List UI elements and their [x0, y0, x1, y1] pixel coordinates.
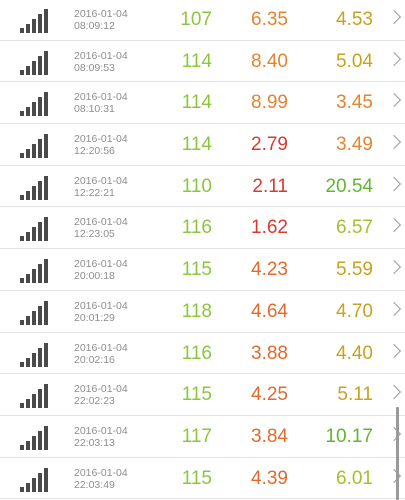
result-time: 08:09:12 [74, 20, 115, 32]
result-date: 2016-01-04 [74, 216, 128, 229]
result-row[interactable]: 2016-01-04 12:23:05 116 1.62 6.57 [0, 207, 405, 250]
signal-strength-icon [20, 50, 50, 75]
signal-strength-icon [20, 92, 50, 117]
download-value: 2.11 [252, 175, 288, 197]
ping-value: 110 [181, 175, 212, 197]
ping-value: 116 [181, 217, 212, 239]
result-row[interactable]: 2016-01-04 22:02:23 115 4.25 5.11 [0, 374, 405, 416]
ping-value: 114 [181, 92, 212, 114]
upload-value: 10.17 [325, 425, 373, 447]
chevron-right-icon[interactable] [386, 218, 402, 233]
upload-value: 6.01 [336, 467, 373, 489]
result-time: 08:10:31 [74, 103, 115, 116]
download-value: 2.79 [251, 134, 288, 156]
download-value: 4.64 [251, 300, 288, 322]
download-value: 4.39 [251, 467, 288, 489]
result-time: 22:03:49 [74, 478, 115, 491]
scrollbar[interactable] [396, 407, 399, 500]
result-time: 08:09:53 [74, 61, 115, 74]
result-row[interactable]: 2016-01-04 08:09:12 107 6.35 4.53 [0, 0, 405, 41]
signal-strength-icon [20, 467, 50, 492]
download-value: 6.35 [251, 9, 288, 30]
result-date: 2016-01-04 [74, 8, 128, 20]
result-date: 2016-01-04 [74, 174, 128, 187]
download-value: 8.99 [251, 92, 288, 114]
upload-value: 4.53 [336, 9, 373, 30]
chevron-right-icon[interactable] [386, 93, 402, 108]
result-row[interactable]: 2016-01-04 12:22:21 110 2.11 20.54 [0, 165, 405, 208]
ping-value: 115 [181, 467, 212, 489]
signal-strength-icon [20, 300, 50, 325]
upload-value: 4.70 [336, 300, 373, 322]
signal-strength-icon [20, 175, 50, 200]
ping-value: 115 [181, 384, 212, 406]
chevron-right-icon[interactable] [386, 301, 402, 316]
result-date: 2016-01-04 [74, 49, 128, 62]
chevron-right-icon[interactable] [386, 343, 402, 358]
signal-strength-icon [20, 259, 50, 284]
upload-value: 5.11 [337, 384, 373, 406]
result-time: 12:20:56 [74, 145, 115, 158]
result-date: 2016-01-04 [74, 424, 128, 437]
result-time: 20:00:18 [74, 270, 115, 283]
result-date: 2016-01-04 [74, 383, 128, 396]
upload-value: 3.45 [336, 92, 373, 114]
upload-value: 4.40 [336, 342, 373, 364]
download-value: 4.25 [251, 384, 288, 406]
result-time: 22:02:23 [74, 395, 115, 408]
download-value: 3.84 [251, 425, 288, 447]
result-time: 22:03:13 [74, 436, 115, 449]
chevron-right-icon[interactable] [386, 385, 402, 400]
result-row[interactable]: 2016-01-04 22:03:49 115 4.39 6.01 [0, 457, 405, 500]
download-value: 8.40 [251, 50, 288, 72]
signal-strength-icon [20, 425, 50, 450]
signal-strength-icon [20, 134, 50, 159]
chevron-right-icon[interactable] [386, 51, 402, 66]
result-time: 12:22:21 [74, 186, 115, 199]
ping-value: 115 [181, 259, 212, 281]
result-row[interactable]: 2016-01-04 12:20:56 114 2.79 3.49 [0, 124, 405, 166]
upload-value: 5.04 [336, 50, 373, 72]
result-time: 12:23:05 [74, 228, 115, 241]
download-value: 1.62 [251, 217, 288, 239]
signal-strength-icon [20, 384, 50, 409]
upload-value: 6.57 [336, 217, 373, 239]
signal-strength-icon [20, 217, 50, 242]
ping-value: 107 [180, 9, 212, 30]
download-value: 4.23 [251, 259, 288, 281]
ping-value: 118 [181, 300, 212, 322]
signal-strength-icon [20, 342, 50, 367]
result-date: 2016-01-04 [74, 91, 128, 104]
result-row[interactable]: 2016-01-04 20:00:18 115 4.23 5.59 [0, 249, 405, 291]
ping-value: 117 [181, 425, 212, 447]
result-row[interactable]: 2016-01-04 08:09:53 114 8.40 5.04 [0, 40, 405, 83]
ping-value: 114 [181, 134, 212, 156]
result-date: 2016-01-04 [74, 133, 128, 146]
result-row[interactable]: 2016-01-04 20:02:16 116 3.88 4.40 [0, 332, 405, 375]
result-row[interactable]: 2016-01-04 20:01:29 118 4.64 4.70 [0, 290, 405, 333]
download-value: 3.88 [251, 342, 288, 364]
result-date: 2016-01-04 [74, 258, 128, 271]
result-row[interactable]: 2016-01-04 22:03:13 117 3.84 10.17 [0, 415, 405, 458]
result-row[interactable]: 2016-01-04 08:10:31 114 8.99 3.45 [0, 82, 405, 125]
result-time: 20:01:29 [74, 311, 115, 324]
result-date: 2016-01-04 [74, 299, 128, 312]
chevron-right-icon[interactable] [386, 260, 402, 275]
result-date: 2016-01-04 [74, 466, 128, 479]
upload-value: 5.59 [336, 259, 373, 281]
result-time: 20:02:16 [74, 353, 115, 366]
upload-value: 20.54 [325, 175, 373, 197]
signal-strength-icon [20, 9, 50, 33]
ping-value: 116 [181, 342, 212, 364]
chevron-right-icon[interactable] [386, 134, 402, 150]
chevron-right-icon[interactable] [386, 9, 402, 25]
upload-value: 3.49 [336, 134, 373, 156]
result-date: 2016-01-04 [74, 341, 128, 354]
chevron-right-icon[interactable] [386, 176, 402, 191]
ping-value: 114 [181, 50, 212, 72]
